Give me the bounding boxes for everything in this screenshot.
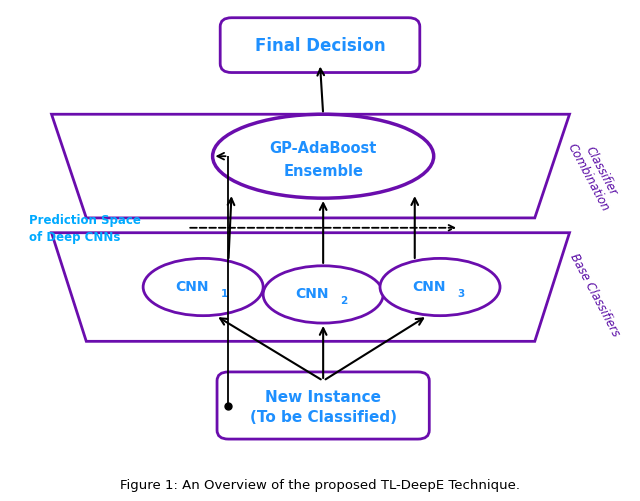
- Text: Ensemble: Ensemble: [283, 163, 363, 178]
- Ellipse shape: [143, 259, 263, 316]
- Polygon shape: [52, 233, 570, 342]
- Text: CNN: CNN: [412, 279, 445, 293]
- Text: Figure 1: An Overview of the proposed TL-DeepE Technique.: Figure 1: An Overview of the proposed TL…: [120, 478, 520, 491]
- FancyBboxPatch shape: [220, 19, 420, 73]
- FancyBboxPatch shape: [217, 372, 429, 439]
- Text: Classifier
Combination: Classifier Combination: [564, 134, 625, 214]
- Ellipse shape: [380, 259, 500, 316]
- Text: (To be Classified): (To be Classified): [250, 409, 397, 424]
- Ellipse shape: [263, 266, 383, 324]
- Ellipse shape: [212, 115, 434, 199]
- Text: Prediction Space
of Deep CNNs: Prediction Space of Deep CNNs: [29, 213, 141, 243]
- Text: 1: 1: [220, 289, 228, 299]
- Text: CNN: CNN: [295, 287, 328, 301]
- Text: CNN: CNN: [175, 279, 209, 293]
- Text: Final Decision: Final Decision: [255, 37, 385, 55]
- Text: Base Classifiers: Base Classifiers: [568, 251, 622, 339]
- Text: 3: 3: [457, 289, 465, 299]
- Text: New Instance: New Instance: [265, 389, 381, 404]
- Text: GP-AdaBoost: GP-AdaBoost: [269, 141, 377, 155]
- Polygon shape: [52, 115, 570, 218]
- Text: 2: 2: [340, 296, 348, 306]
